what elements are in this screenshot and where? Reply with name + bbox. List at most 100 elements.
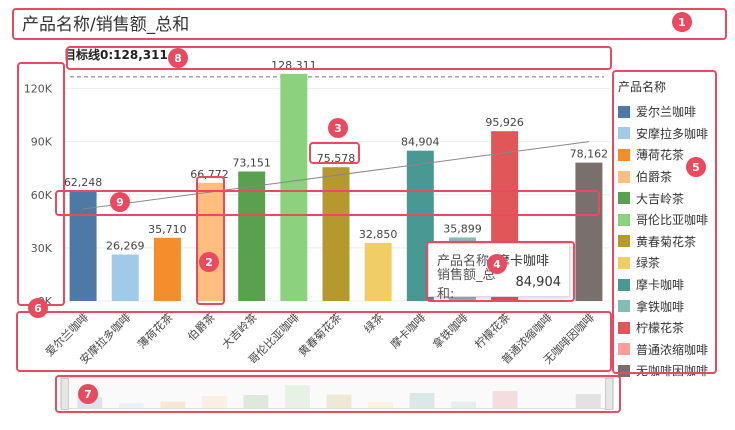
legend-item[interactable]: 安摩拉多咖啡	[618, 123, 708, 145]
legend-item[interactable]: 薄荷花茶	[618, 144, 708, 166]
tooltip-value-product: 摩卡咖啡	[497, 254, 550, 269]
legend-swatch	[618, 321, 630, 334]
legend-swatch	[618, 300, 630, 313]
data-label: 84,904	[401, 136, 440, 149]
legend-item[interactable]: 爱尔兰咖啡	[618, 101, 708, 123]
legend: 产品名称 爱尔兰咖啡安摩拉多咖啡薄荷花茶伯爵茶大吉岭茶哥伦比亚咖啡 黄春菊花茶绿茶…	[618, 78, 708, 382]
legend-item[interactable]: 大吉岭茶	[618, 187, 708, 209]
annotation-box-datalabel	[309, 142, 360, 164]
bar	[364, 242, 392, 301]
zoom-preview-bar	[368, 402, 393, 408]
zoom-preview-bar	[118, 403, 144, 408]
data-label: 73,151	[232, 156, 271, 169]
legend-item[interactable]: 普通浓缩咖啡	[618, 339, 708, 361]
badge-8: 8	[168, 48, 188, 68]
annotation-box-xaxis	[16, 311, 612, 372]
badge-7: 7	[78, 384, 98, 404]
badge-2: 2	[199, 252, 219, 272]
y-tick-label: 90K	[31, 136, 53, 149]
annotation-box-title	[12, 8, 727, 40]
legend-label: 伯爵茶	[636, 170, 673, 185]
legend-label: 大吉岭茶	[636, 191, 685, 206]
annotation-box-legend	[612, 70, 717, 374]
annotation-box-bar	[196, 176, 225, 305]
tooltip-value-sales: 84,904	[515, 275, 562, 290]
legend-item[interactable]: 哥伦比亚咖啡	[618, 209, 708, 231]
legend-label: 绿茶	[636, 256, 661, 271]
annotation-box-tooltip	[426, 241, 575, 302]
legend-item[interactable]: 绿茶	[618, 252, 708, 274]
badge-4: 4	[487, 254, 507, 274]
badge-1: 1	[672, 12, 692, 32]
legend-label: 薄荷花茶	[636, 148, 685, 163]
zoom-preview-bar	[326, 394, 352, 408]
data-label: 62,248	[64, 176, 103, 189]
y-tick-label: 30K	[31, 242, 53, 255]
legend-swatch	[618, 213, 630, 226]
tooltip-key-product: 产品名称	[437, 254, 490, 269]
annotation-box-target	[66, 46, 612, 70]
data-label: 95,926	[485, 116, 524, 129]
zoom-preview-bar	[575, 394, 601, 408]
legend-label: 普通浓缩咖啡	[636, 342, 709, 357]
bar	[322, 167, 350, 301]
badge-9: 9	[110, 192, 130, 212]
legend-swatch	[618, 105, 630, 118]
tooltip: 产品名称 摩卡咖啡 销售额_总和: 84,904	[428, 243, 570, 302]
legend-item[interactable]: 拿铁咖啡	[618, 295, 708, 317]
zoom-preview-bar	[160, 401, 186, 408]
legend-label: 无咖啡因咖啡	[636, 364, 709, 379]
legend-label: 柠檬花茶	[636, 321, 685, 336]
annotation-box-zoom	[55, 375, 621, 413]
data-label: 26,269	[106, 239, 145, 252]
badge-6: 6	[28, 298, 48, 318]
legend-label: 爱尔兰咖啡	[636, 105, 697, 120]
legend-label: 拿铁咖啡	[636, 299, 685, 314]
bar	[196, 182, 224, 301]
zoom-preview-bar	[492, 390, 518, 408]
bar	[238, 171, 266, 301]
legend-swatch	[618, 127, 630, 140]
annotation-box-trend	[55, 190, 600, 216]
legend-item[interactable]: 黄春菊花茶	[618, 231, 708, 253]
data-label: 35,710	[148, 223, 187, 236]
legend-swatch	[618, 148, 630, 161]
legend-item[interactable]: 摩卡咖啡	[618, 274, 708, 296]
zoom-handle-left[interactable]	[61, 378, 69, 410]
legend-swatch	[618, 170, 630, 183]
legend-swatch	[618, 343, 630, 356]
y-tick-label: 60K	[31, 189, 53, 202]
bar	[111, 254, 139, 301]
trend-line	[83, 141, 589, 210]
tooltip-key-sales: 销售额_总和:	[437, 267, 496, 302]
zoom-preview	[77, 385, 601, 408]
chart-title: 产品名称/销售额_总和	[22, 15, 190, 35]
zoom-slider[interactable]	[60, 377, 614, 410]
legend-item[interactable]: 伯爵茶	[618, 166, 708, 188]
legend-label: 黄春菊花茶	[636, 234, 697, 249]
legend-label: 哥伦比亚咖啡	[636, 213, 709, 228]
y-tick-label: 120K	[24, 83, 53, 96]
zoom-preview-bar	[409, 392, 435, 408]
bar	[69, 190, 97, 301]
legend-swatch	[618, 235, 630, 248]
zoom-preview-bar	[451, 401, 477, 408]
bar	[575, 162, 603, 301]
legend-swatch	[618, 278, 630, 291]
badge-5: 5	[686, 157, 706, 177]
annotation-box-yaxis	[17, 62, 65, 306]
legend-title: 产品名称	[618, 80, 667, 94]
legend-swatch	[618, 256, 630, 269]
legend-item[interactable]: 柠檬花茶	[618, 317, 708, 339]
badge-3: 3	[328, 118, 348, 138]
data-label: 35,899	[443, 222, 482, 235]
target-line-label: 目标线0:128,311	[64, 48, 168, 62]
zoom-preview-bar	[285, 385, 310, 408]
data-label: 75,578	[317, 152, 356, 165]
zoom-preview-bar	[201, 396, 227, 408]
data-label: 78,162	[570, 148, 609, 161]
bar	[153, 237, 181, 301]
legend-label: 摩卡咖啡	[636, 278, 685, 293]
zoom-preview-bar	[243, 394, 269, 408]
zoom-handle-right[interactable]	[605, 378, 613, 410]
